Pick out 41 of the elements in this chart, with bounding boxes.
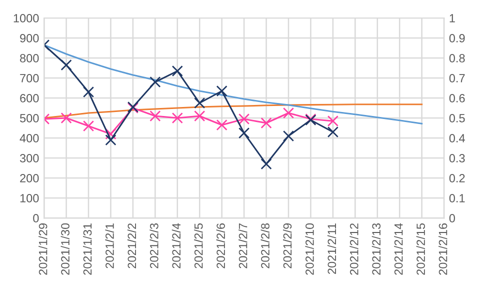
y2-tick-label: 0.1 [449, 194, 465, 202]
x-tick-label: 2021/1/29 [38, 223, 48, 275]
x-tick-label: 2021/2/16 [438, 223, 448, 275]
y2-tick-label: 0.4 [449, 134, 465, 142]
y2-tick-label: 0 [449, 214, 455, 222]
y-tick-label: 800 [20, 54, 39, 62]
x-tick-label: 2021/2/2 [127, 223, 136, 268]
x-tick-label: 2021/2/15 [416, 223, 425, 275]
y2-tick-label: 0.5 [449, 114, 465, 122]
x-tick-label: 2021/2/3 [150, 223, 158, 268]
y2-tick-label: 0.6 [449, 94, 465, 102]
y-tick-label: 100 [20, 194, 39, 202]
x-tick-label: 2021/1/31 [83, 223, 92, 275]
x-tick-label: 2021/2/4 [172, 223, 181, 268]
x-tick-label: 2021/2/7 [238, 223, 248, 268]
y-tick-label: 700 [20, 74, 39, 82]
y2-tick-label: 0.2 [449, 174, 465, 182]
x-tick-label: 2021/2/6 [216, 223, 225, 268]
x-tick-label: 2021/2/8 [260, 223, 270, 268]
y-tick-label: 400 [20, 134, 39, 142]
y2-tick-label: 0.9 [449, 34, 465, 42]
x-tick-label: 2021/2/13 [372, 223, 381, 275]
y-tick-label: 0 [33, 214, 39, 222]
x-tick-label: 2021/2/14 [394, 223, 403, 275]
x-tick-label: 2021/2/5 [194, 223, 203, 268]
y-tick-label: 1000 [14, 14, 39, 22]
y-tick-label: 300 [20, 154, 39, 162]
x-tick-label: 2021/2/1 [105, 223, 114, 268]
y2-tick-label: 0.8 [449, 54, 465, 62]
x-tick-label: 2021/2/9 [282, 223, 292, 268]
x-tick-label: 2021/2/11 [327, 223, 336, 274]
y2-tick-label: 0.3 [449, 154, 465, 162]
y-tick-label: 900 [20, 34, 39, 42]
x-tick-label: 2021/2/12 [350, 223, 358, 275]
y2-tick-label: 1 [450, 14, 455, 22]
x-tick-label: 2021/1/30 [60, 223, 70, 275]
y-tick-label: 500 [20, 114, 39, 122]
y-tick-label: 600 [20, 94, 39, 102]
y-tick-label: 200 [20, 174, 39, 182]
y2-tick-label: 0.7 [449, 74, 465, 82]
x-tick-label: 2021/2/10 [305, 223, 314, 275]
